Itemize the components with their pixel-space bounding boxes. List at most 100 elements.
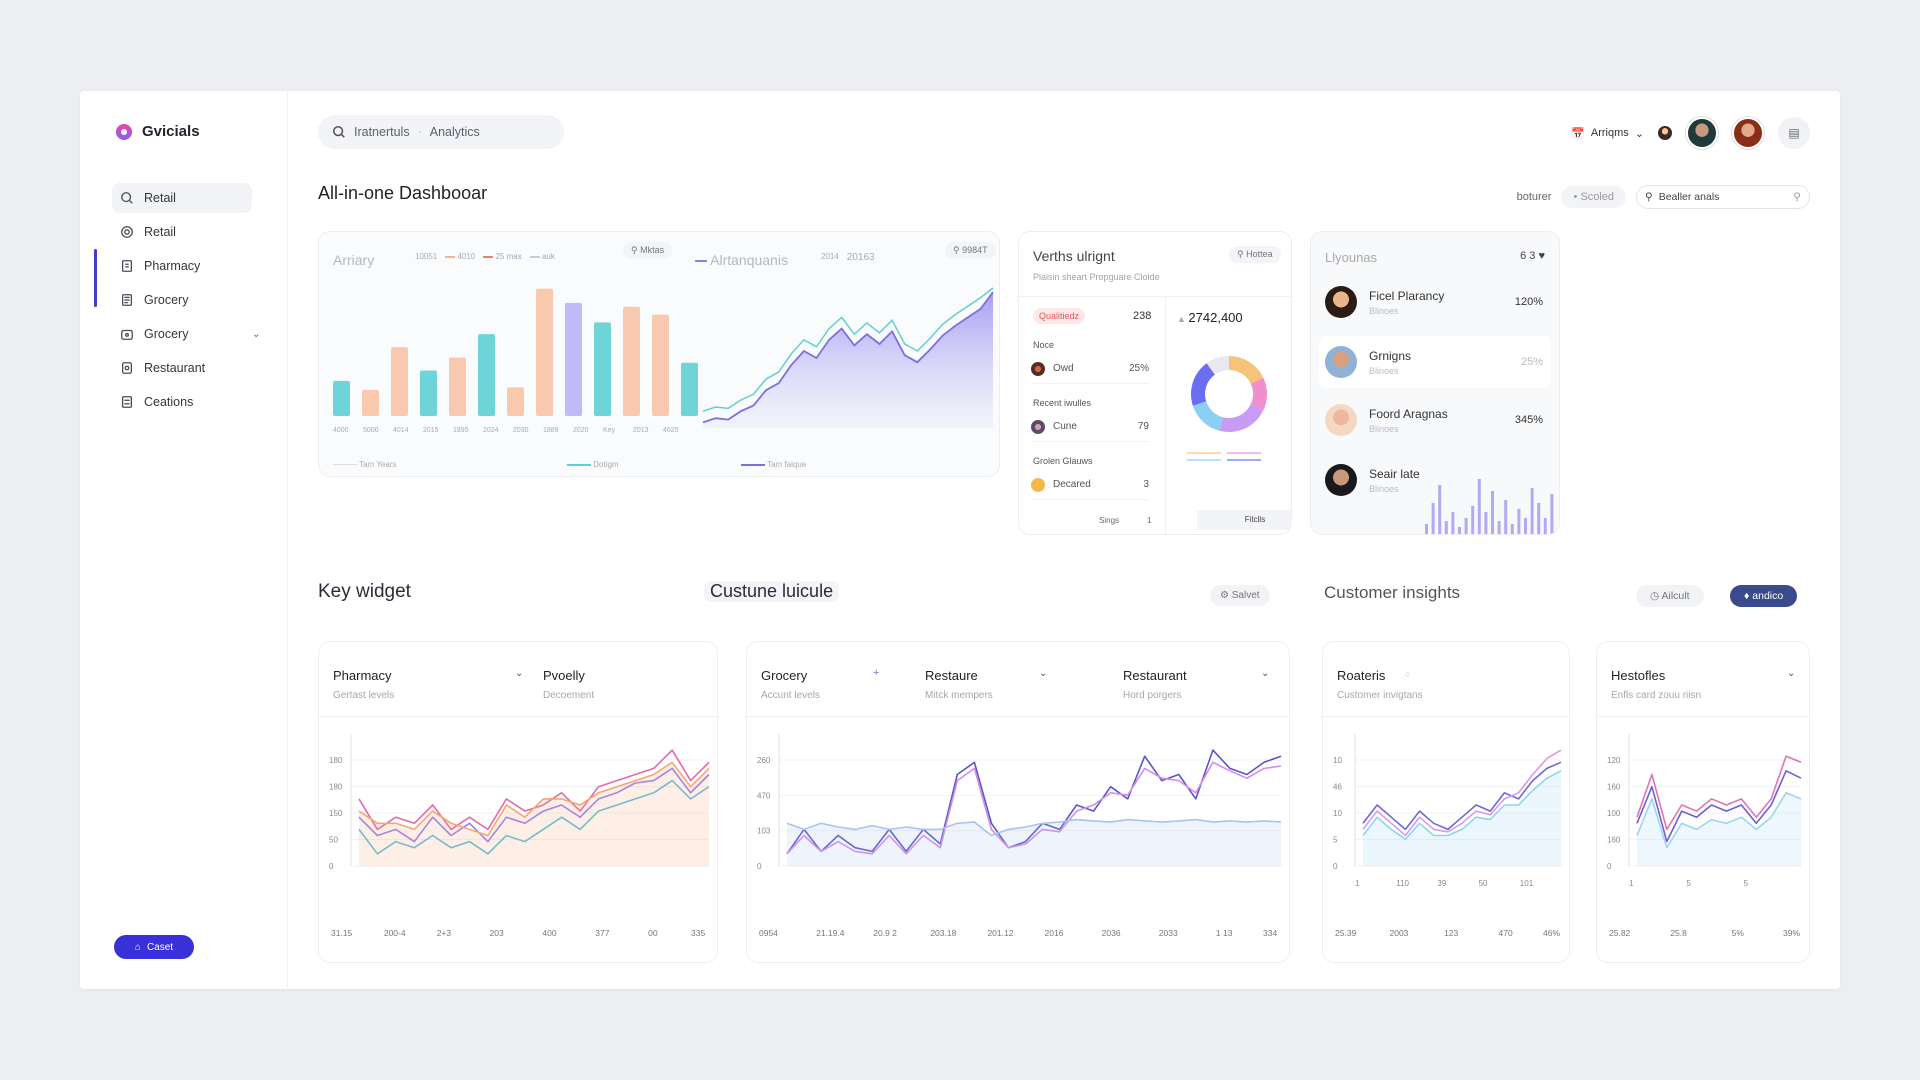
chevron-down-icon[interactable]: ⌄ [1039,668,1048,679]
x-tick-label: 2016 [1045,928,1064,938]
document-icon [121,294,133,306]
chevron-down-icon[interactable]: ⌄ [515,668,524,679]
x-tick-label: 400 [542,928,556,938]
left-chart-tag[interactable]: ⚲ Mktas [623,242,673,259]
primary-action-button[interactable]: ♦ andico [1730,585,1798,607]
app-name: Gvicials [142,123,200,140]
donut-slice [1250,377,1267,411]
bar [623,306,640,416]
plus-icon[interactable]: + [873,667,880,679]
tick-label: 2013 [633,427,649,434]
insights-title: Verths ulrignt [1033,248,1115,264]
leader-row[interactable]: Foord Aragnas Blinoes 345% [1319,394,1551,446]
sidebar-item-retail-2[interactable]: Retail [112,217,304,247]
series-line [1362,749,1562,837]
insights-footer-left: Sings [1099,516,1120,525]
insights-tag[interactable]: ⚲ Hottea [1229,246,1281,263]
widget-subtitle: Customer invigtans [1337,690,1423,701]
x-tick-label: 470 [1499,928,1513,938]
avatar-small[interactable] [1658,126,1672,140]
chevron-down-icon[interactable]: ⌄ [1261,668,1270,679]
sidebar-item-label: Pharmacy [144,259,201,273]
legend-swatch [529,255,540,258]
avatar[interactable] [1732,117,1764,149]
x-tick-label: 31.15 [331,928,353,938]
line-chart: 260 470 103 0 0954 21.19.4 20.9 2 203.18 201.12 2… [757,734,1282,938]
account-menu[interactable]: 📅 Arriqms ⌄ [1571,127,1644,140]
insights-total: ▲ 2742,400 [1177,310,1243,325]
logo-icon [116,123,132,140]
insight-row[interactable]: Owd 25% [1031,354,1149,384]
widget-title: Pharmacy [333,668,392,683]
info-icon[interactable]: ○ [1405,669,1411,679]
insight-row[interactable]: Cune 79 [1031,412,1149,442]
right-chart-tag[interactable]: ⚲ 9984T [945,242,996,259]
spark-bar [1543,518,1547,534]
spark-bar [1504,500,1508,534]
series-line [358,767,710,843]
series-area [1637,792,1801,866]
select-button[interactable]: ⚙ Salvet [1210,585,1270,606]
legend-swatch [741,463,765,466]
leader-row[interactable]: Grnigns Blinoes 25% [1319,336,1551,388]
filter-button[interactable]: ◷ Ailcult [1636,585,1704,607]
legend-item: auk [529,252,555,261]
x-tick-label: 39 [1437,879,1446,888]
series-area [359,762,709,866]
sidebar-item-restaurant[interactable]: Restaurant [112,353,304,383]
lock-icon: ⚲ [953,245,963,255]
section-tab[interactable]: Custune luicule [704,581,840,602]
row-label: Cune [1053,421,1077,432]
x-tick-label: 0954 [759,928,778,938]
bar [478,334,495,416]
legend-item: 25 max [483,252,522,261]
line-chart: 180 180 150 50 0 31.15 200-4 2+3 203 400 377 00 335 [329,734,710,938]
widget-title: Hestofles [1611,668,1666,683]
avatar[interactable] [1686,117,1718,149]
cast-button[interactable]: ⌂ Caset [114,935,194,959]
bar [333,380,350,416]
leader-row[interactable]: Seair late Blinoes [1319,454,1551,506]
sidebar-item-pharmacy[interactable]: Pharmacy [94,249,304,307]
y-tick-label: 180 [329,756,343,765]
globe-icon [121,226,133,238]
search-bar[interactable]: Iratnertuls · Analytics [318,115,564,149]
x-tick-label: 101 [1520,879,1534,888]
app-logo[interactable]: Gvicials [116,123,200,140]
insights-footer-button[interactable]: Fitclls [1197,510,1291,530]
right-chart-title: Alrtanquanis [695,252,788,268]
bar [507,387,524,416]
spark-bar [1451,512,1455,534]
widget-divider [319,716,717,717]
leader-row[interactable]: Ficel Plarancy Blinoes 120% [1319,276,1551,328]
insight-row[interactable]: Decared 3 [1031,470,1149,500]
tick-label: 4025 [663,427,679,434]
insights-vdivider [1165,296,1166,534]
legend-item: 10051 [415,252,438,261]
area-fill [703,292,993,428]
filter-pill[interactable]: • Scoled [1561,186,1626,208]
sidebar-item-ceations[interactable]: Ceations [112,387,304,417]
widget-card-hestofles: Hestofles ⌄ Enfls card zouu riisn 120 160… [1596,641,1810,963]
leaders-count: 6 3 ♥ [1520,250,1545,262]
x-tick-label: 2033 [1159,928,1178,938]
sidebar-item-grocery[interactable]: Grocery [112,285,304,315]
widget-subtitle: Gertast levels [333,690,395,701]
coin-icon [1031,477,1045,492]
avatar [1031,361,1045,376]
x-tick-label: 46% [1543,928,1560,938]
widget-divider [747,716,1289,717]
left-legend: 10051 4010 25 max auk [415,252,555,261]
leaders-title: Llyounas [1325,250,1378,265]
sidebar-item-grocery-2[interactable]: Grocery ⌄ [112,319,304,349]
filter-search-input[interactable]: ⚲ Bealler anals ⚲ [1636,185,1810,209]
cast-button-label: Caset [146,941,174,953]
chevron-down-icon[interactable]: ⌄ [1787,668,1796,679]
sidebar-item-retail[interactable]: Retail [112,183,252,213]
chevron-down-icon[interactable]: ⌄ [252,328,261,340]
donut-slice [1192,401,1224,431]
donut-slice [1191,363,1215,406]
left-chart-title: Arriary [333,252,375,268]
bar [652,314,669,416]
inbox-button[interactable]: ▤ [1778,117,1810,149]
